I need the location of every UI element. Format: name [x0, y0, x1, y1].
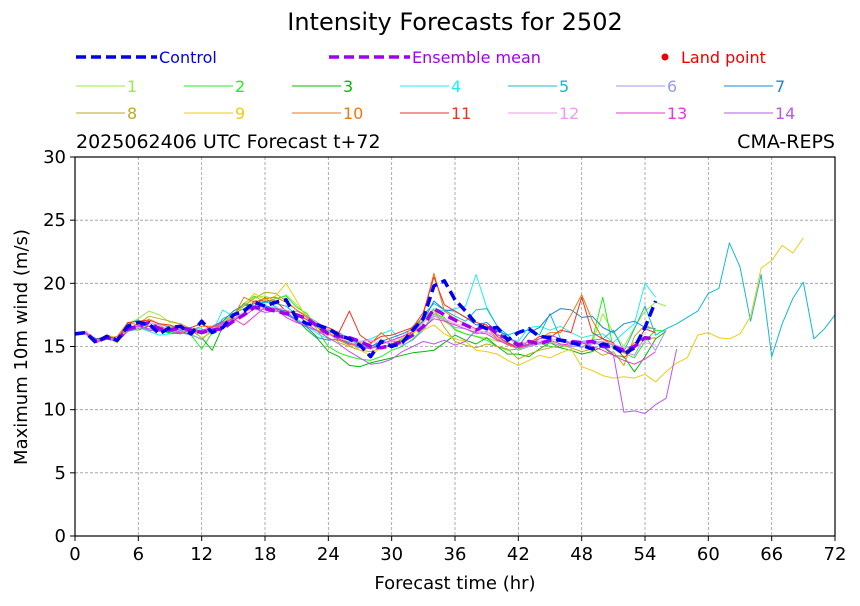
x-tick-label: 72	[824, 544, 847, 565]
legend-item-land-point: Land point	[661, 48, 766, 67]
plot-series	[74, 237, 836, 414]
subtitle-right: CMA-REPS	[737, 131, 835, 153]
legend-label-land-point: Land point	[681, 48, 766, 67]
subtitle-left: 2025062406 UTC Forecast t+72	[76, 131, 381, 153]
x-tick-label: 6	[133, 544, 144, 565]
legend-label-member-9: 9	[235, 104, 245, 123]
legend-item-member-5: 5	[508, 77, 569, 96]
legend-item-member-3: 3	[292, 77, 353, 96]
chart-title: Intensity Forecasts for 2502	[287, 8, 622, 36]
legend-item-member-7: 7	[724, 77, 785, 96]
y-tick-label: 20	[43, 273, 66, 294]
series-line-9	[75, 237, 804, 383]
legend-item-control: Control	[76, 48, 217, 67]
series-line-11	[74, 276, 656, 359]
y-tick-label: 10	[43, 400, 66, 421]
x-tick-label: 30	[380, 544, 403, 565]
legend-label-member-4: 4	[451, 77, 461, 96]
legend-item-member-11: 11	[400, 104, 471, 123]
legend-label-member-13: 13	[667, 104, 687, 123]
x-tick-label: 24	[317, 544, 340, 565]
legend-label-member-5: 5	[559, 77, 569, 96]
x-tick-label: 48	[570, 544, 593, 565]
legend-label-member-11: 11	[451, 104, 471, 123]
legend-item-member-14: 14	[724, 104, 795, 123]
legend-label-member-6: 6	[667, 77, 677, 96]
y-tick-label: 5	[55, 463, 66, 484]
series-line-4	[74, 274, 656, 344]
series-line-13	[74, 306, 656, 365]
x-tick-label: 0	[69, 544, 80, 565]
x-axis-label: Forecast time (hr)	[374, 573, 535, 594]
legend-item-ensemble-mean: Ensemble mean	[329, 48, 541, 67]
legend-item-member-12: 12	[508, 104, 579, 123]
x-tick-label: 42	[507, 544, 530, 565]
legend-item-member-9: 9	[184, 104, 245, 123]
series-line-8	[74, 291, 656, 366]
legend-item-member-4: 4	[400, 77, 461, 96]
legend-item-member-6: 6	[616, 77, 677, 96]
legend-label-member-14: 14	[775, 104, 795, 123]
legend-label-member-3: 3	[343, 77, 353, 96]
x-tick-label: 54	[634, 544, 657, 565]
legend-label-member-2: 2	[235, 77, 245, 96]
x-tick-label: 36	[444, 544, 467, 565]
x-tick-label: 12	[190, 544, 213, 565]
legend-label-member-10: 10	[343, 104, 363, 123]
x-tick-label: 18	[254, 544, 277, 565]
legend-swatch-land-point	[661, 53, 669, 61]
legend-item-member-8: 8	[76, 104, 137, 123]
y-tick-label: 25	[43, 210, 66, 231]
legend-item-member-10: 10	[292, 104, 363, 123]
series-line-3	[75, 296, 667, 373]
legend-item-member-13: 13	[616, 104, 687, 123]
legend-item-member-2: 2	[184, 77, 245, 96]
legend-label-member-12: 12	[559, 104, 579, 123]
axis-ticks: 0 6 12 18 24 30 36 42 48 54 60 66 72 0 5 10 15 20 25 30	[43, 147, 846, 565]
legend-item-member-1: 1	[76, 77, 137, 96]
x-tick-label: 60	[697, 544, 720, 565]
legend-members: 1 2 3 4 5 6 78 9 10 11 12 13 14	[76, 77, 795, 123]
series-line-control	[74, 279, 658, 359]
y-axis-label: Maximum 10m wind (m/s)	[11, 229, 32, 465]
legend-label-control: Control	[159, 48, 217, 67]
grid	[75, 157, 835, 536]
legend-label-member-1: 1	[127, 77, 137, 96]
y-tick-label: 0	[55, 526, 66, 547]
legend-label-ensemble-mean: Ensemble mean	[412, 48, 541, 67]
y-tick-label: 30	[43, 147, 66, 168]
y-tick-label: 15	[43, 337, 66, 358]
legend-label-member-7: 7	[775, 77, 785, 96]
x-tick-label: 66	[760, 544, 783, 565]
legend-label-member-8: 8	[127, 104, 137, 123]
